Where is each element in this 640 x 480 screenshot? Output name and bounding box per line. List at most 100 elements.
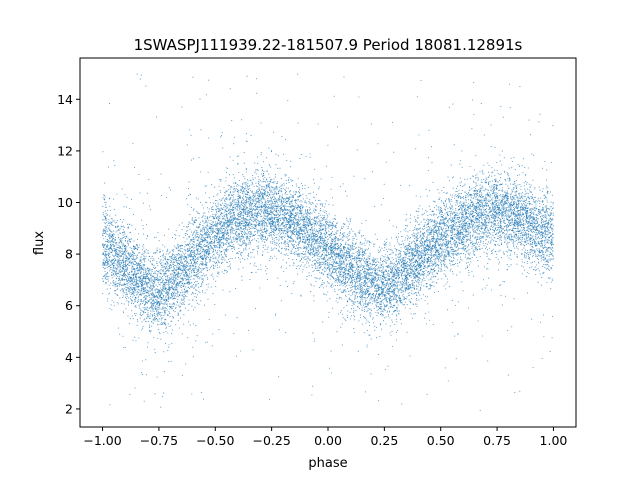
data-point (203, 304, 206, 306)
data-point (443, 224, 445, 226)
data-point (334, 269, 336, 271)
data-point (179, 260, 182, 262)
data-point (165, 302, 167, 304)
data-point (229, 260, 231, 263)
data-point (508, 257, 510, 259)
data-point (354, 316, 356, 318)
data-point (167, 349, 169, 351)
data-point (135, 262, 137, 264)
data-point (123, 303, 125, 305)
data-point (467, 233, 469, 236)
data-point (442, 250, 444, 252)
data-point (505, 234, 507, 236)
data-point (408, 292, 411, 294)
data-point (152, 279, 154, 281)
data-point (510, 234, 512, 236)
data-point (399, 302, 402, 304)
data-point (164, 246, 166, 248)
data-point (326, 241, 328, 244)
data-point (302, 261, 304, 263)
data-point (228, 204, 230, 206)
data-point (124, 233, 126, 235)
data-point (192, 309, 195, 311)
data-point (221, 198, 223, 200)
data-point (127, 237, 129, 239)
data-point (223, 249, 225, 251)
data-point (165, 326, 167, 328)
data-point (202, 250, 204, 253)
data-point (138, 247, 140, 249)
data-point (414, 303, 416, 305)
data-point (262, 222, 264, 224)
data-point (416, 303, 418, 305)
data-point (245, 244, 247, 246)
data-point (392, 268, 394, 270)
data-point (410, 284, 412, 286)
data-point (176, 263, 178, 265)
data-point (124, 296, 127, 298)
data-point (314, 248, 316, 250)
data-point (118, 303, 120, 305)
data-point (372, 257, 374, 259)
data-point (299, 200, 301, 203)
data-point (390, 249, 392, 251)
data-point (119, 232, 121, 235)
data-point (536, 201, 538, 203)
data-point (196, 253, 198, 255)
data-point (355, 285, 358, 287)
data-point (254, 177, 256, 179)
data-point (264, 199, 266, 201)
data-point (528, 272, 530, 275)
data-point (394, 272, 396, 274)
data-point (443, 251, 445, 253)
data-point (224, 243, 226, 245)
data-point (229, 238, 231, 240)
data-point (511, 224, 513, 226)
data-point (127, 315, 129, 317)
data-point (220, 239, 222, 241)
data-point (105, 219, 107, 221)
data-point (250, 198, 252, 200)
data-point (489, 200, 491, 202)
data-point (437, 243, 439, 245)
data-point (113, 273, 115, 275)
data-point (365, 268, 367, 270)
data-point (517, 163, 519, 166)
data-point (257, 253, 259, 255)
data-point (119, 258, 121, 260)
data-point (258, 184, 260, 186)
data-point (232, 174, 234, 176)
data-point (194, 306, 196, 308)
data-point (289, 252, 291, 254)
data-point (180, 287, 182, 289)
data-point (541, 226, 543, 228)
data-point (346, 247, 349, 249)
data-point (536, 221, 539, 223)
data-point (128, 255, 130, 257)
data-point (209, 236, 211, 238)
data-point (462, 253, 465, 255)
data-point (424, 259, 426, 261)
data-point (401, 280, 404, 282)
data-point (367, 249, 369, 251)
data-point (444, 232, 446, 235)
data-point (521, 240, 523, 242)
data-point (104, 219, 106, 221)
data-point (234, 136, 236, 138)
data-point (157, 329, 159, 331)
data-point (400, 281, 402, 283)
data-point (417, 262, 419, 264)
data-point (257, 194, 259, 196)
data-point (546, 250, 548, 252)
data-point (526, 292, 529, 294)
data-point (122, 260, 124, 262)
data-point (310, 230, 312, 232)
data-point (186, 259, 188, 261)
data-point (395, 272, 398, 274)
data-point (549, 258, 551, 260)
data-point (513, 195, 515, 197)
data-point (520, 235, 522, 237)
data-point (240, 185, 242, 187)
data-point (244, 183, 246, 185)
data-point (543, 215, 545, 217)
